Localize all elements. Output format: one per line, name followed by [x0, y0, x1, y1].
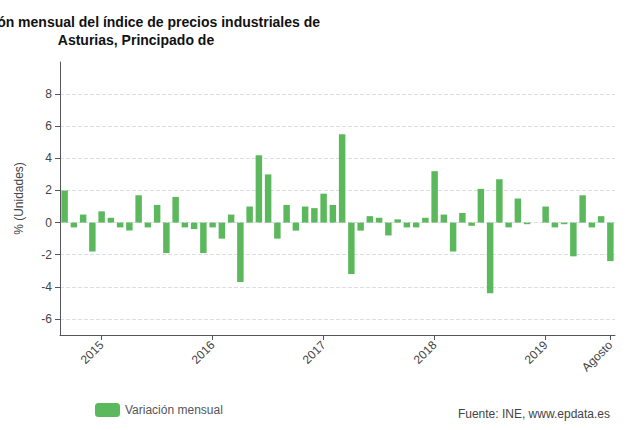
svg-text:-2: -2 — [41, 248, 52, 262]
svg-text:2019: 2019 — [522, 338, 551, 367]
svg-text:Fuente: INE, www.epdata.es: Fuente: INE, www.epdata.es — [458, 407, 610, 421]
svg-text:2: 2 — [45, 183, 52, 197]
svg-text:2018: 2018 — [411, 338, 440, 367]
svg-text:-4: -4 — [41, 280, 52, 294]
svg-text:4: 4 — [45, 151, 52, 165]
svg-text:Variación mensual del índice d: Variación mensual del índice de precios … — [0, 14, 320, 30]
svg-text:2015: 2015 — [78, 338, 107, 367]
svg-text:6: 6 — [45, 119, 52, 133]
svg-text:-6: -6 — [41, 312, 52, 326]
svg-text:Asturias, Principado de: Asturias, Principado de — [58, 32, 215, 48]
svg-text:2017: 2017 — [300, 338, 329, 367]
svg-text:2016: 2016 — [189, 338, 218, 367]
svg-text:Variación mensual: Variación mensual — [125, 403, 223, 417]
svg-text:% (Unidades): % (Unidades) — [12, 162, 26, 235]
svg-text:8: 8 — [45, 87, 52, 101]
svg-text:Agosto: Agosto — [579, 338, 616, 375]
svg-text:0: 0 — [45, 216, 52, 230]
